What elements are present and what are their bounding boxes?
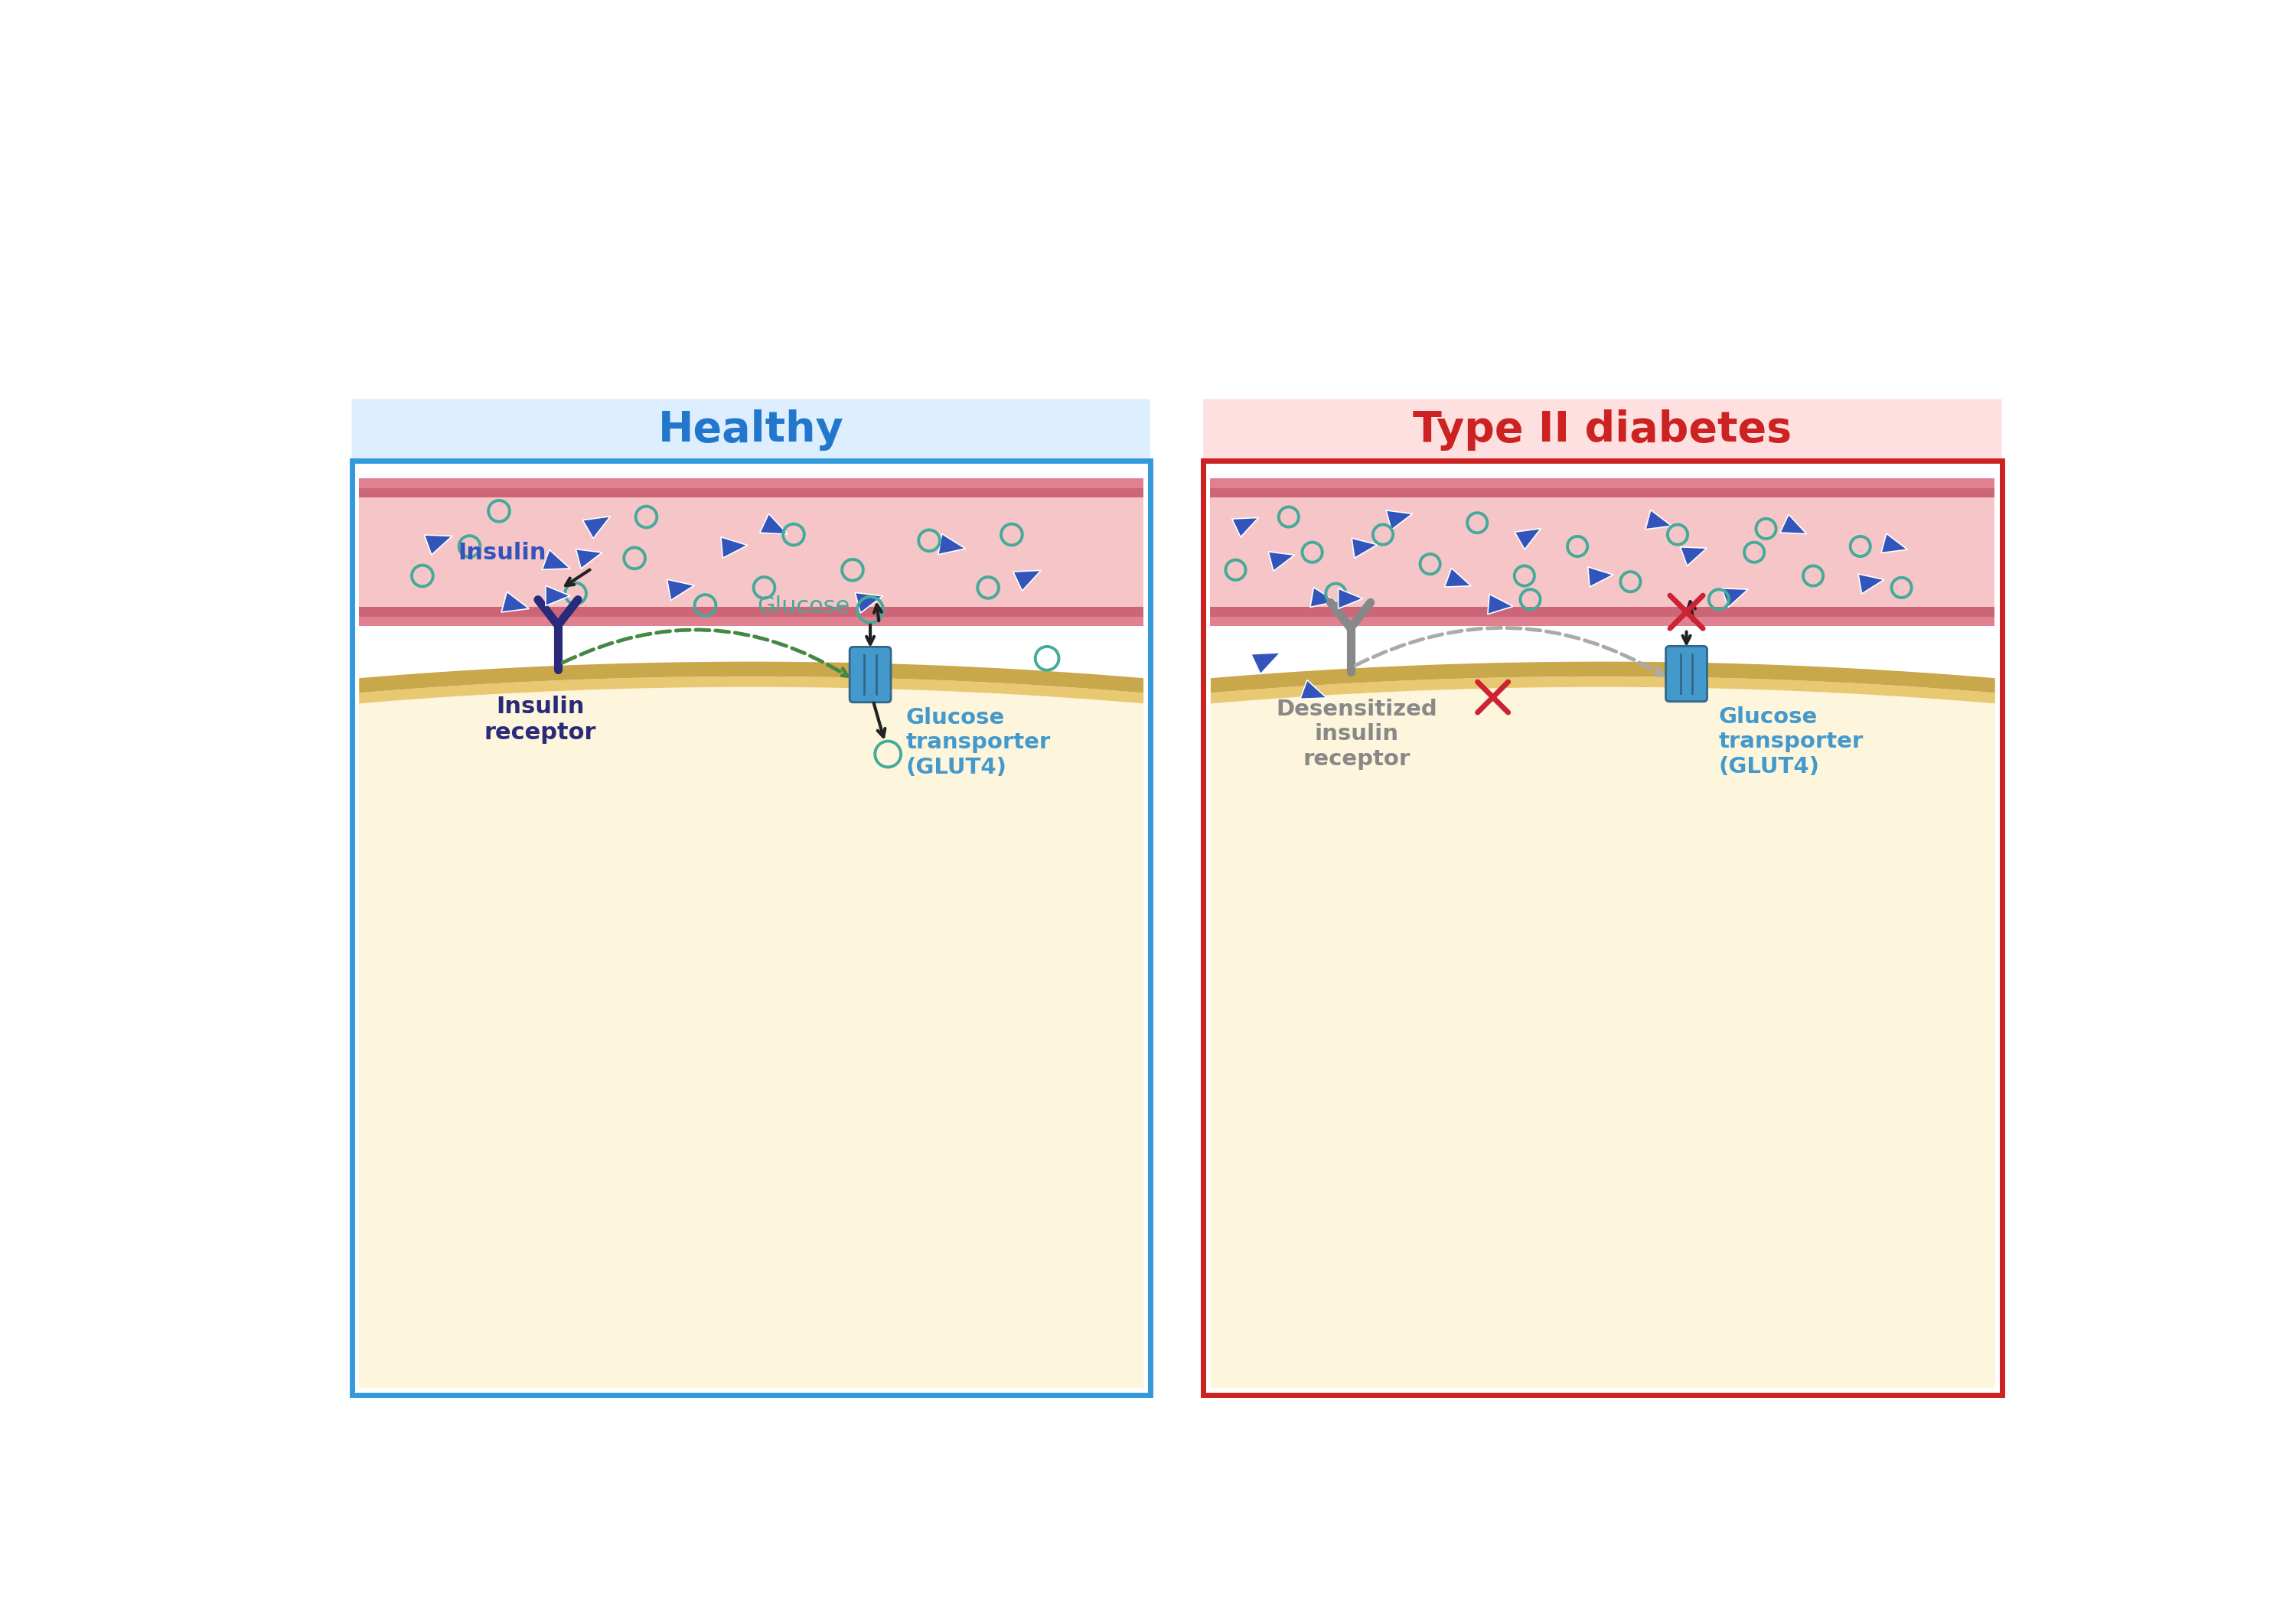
Polygon shape	[760, 514, 788, 534]
Polygon shape	[1681, 546, 1706, 566]
Bar	[1203, 461, 2002, 1395]
Polygon shape	[721, 537, 748, 558]
Polygon shape	[501, 591, 528, 612]
Polygon shape	[1444, 567, 1472, 587]
Polygon shape	[1300, 680, 1327, 699]
Polygon shape	[1589, 567, 1614, 587]
Polygon shape	[1267, 551, 1295, 570]
Bar	[358, 498, 1143, 607]
Polygon shape	[668, 580, 693, 601]
Text: Glucose
transporter
(GLUT4): Glucose transporter (GLUT4)	[1720, 705, 1864, 778]
Polygon shape	[1646, 509, 1671, 529]
Polygon shape	[1722, 588, 1747, 607]
Polygon shape	[546, 585, 569, 606]
Polygon shape	[1352, 538, 1378, 558]
Text: Type II diabetes: Type II diabetes	[1412, 410, 1791, 450]
Polygon shape	[1488, 595, 1513, 614]
Bar	[358, 489, 1143, 498]
Bar	[1210, 498, 1995, 607]
Text: Insulin
receptor: Insulin receptor	[484, 696, 597, 744]
Polygon shape	[939, 534, 967, 554]
Text: Insulin: Insulin	[457, 542, 546, 564]
Text: Glucose: Glucose	[758, 596, 850, 619]
Polygon shape	[542, 550, 569, 569]
Polygon shape	[1387, 511, 1412, 530]
Polygon shape	[1779, 514, 1807, 534]
Polygon shape	[583, 516, 611, 538]
Polygon shape	[576, 550, 602, 569]
Polygon shape	[1311, 587, 1336, 607]
Polygon shape	[1339, 588, 1364, 609]
Polygon shape	[1233, 517, 1258, 537]
Polygon shape	[425, 535, 452, 554]
Text: Desensitized
insulin
receptor: Desensitized insulin receptor	[1277, 699, 1437, 770]
Bar	[358, 617, 1143, 627]
Bar	[1210, 479, 1995, 489]
Bar	[358, 607, 1143, 617]
Polygon shape	[1013, 570, 1040, 591]
Polygon shape	[1880, 534, 1908, 553]
FancyBboxPatch shape	[1203, 399, 2002, 461]
Text: Healthy: Healthy	[659, 410, 845, 450]
Polygon shape	[1857, 574, 1885, 595]
Polygon shape	[854, 593, 882, 612]
Bar	[1210, 617, 1995, 627]
Bar	[1210, 489, 1995, 498]
Text: Glucose
transporter
(GLUT4): Glucose transporter (GLUT4)	[905, 707, 1052, 778]
FancyBboxPatch shape	[850, 648, 891, 702]
Bar	[1210, 607, 1995, 617]
Polygon shape	[1251, 652, 1281, 675]
Bar	[358, 479, 1143, 489]
Bar	[351, 461, 1150, 1395]
Polygon shape	[1515, 529, 1541, 550]
FancyBboxPatch shape	[1667, 646, 1706, 702]
FancyBboxPatch shape	[351, 399, 1150, 461]
